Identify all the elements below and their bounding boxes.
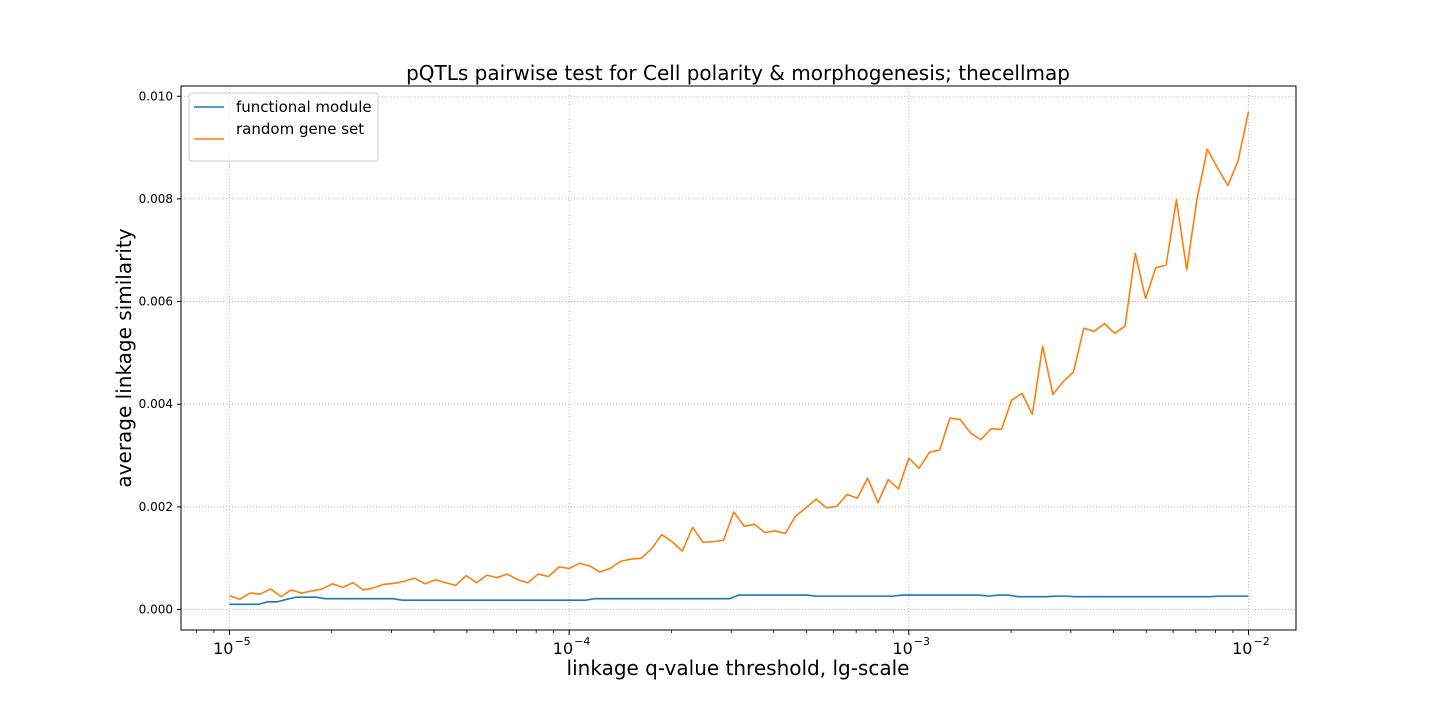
y-tick-label: 0.002 <box>139 500 173 514</box>
legend: functional module random gene set <box>188 92 379 162</box>
plot-frame <box>180 85 1297 631</box>
x-tick-label-base: 10 <box>1232 639 1252 658</box>
x-axis: 10 −5 10 −4 10 −3 10 −2 <box>196 630 1270 658</box>
x-tick-label-exponent: −2 <box>1253 635 1269 648</box>
legend-label-functional-module: functional module <box>236 98 372 116</box>
y-axis: 0.000 0.002 0.004 0.006 0.008 0.010 <box>139 89 181 616</box>
x-axis-label: linkage q-value threshold, lg-scale <box>567 656 910 680</box>
legend-label-random-gene-set: random gene set <box>236 120 364 138</box>
x-tick-label-base: 10 <box>553 639 573 658</box>
y-tick-label: 0.006 <box>139 295 173 309</box>
chart-title: pQTLs pairwise test for Cell polarity & … <box>406 61 1070 85</box>
series-layer <box>229 111 1250 606</box>
y-axis-label: average linkage similarity <box>112 228 136 487</box>
y-tick-label: 0.004 <box>139 397 173 411</box>
y-tick-label: 0.000 <box>139 602 173 616</box>
x-tick-label-exponent: −3 <box>914 635 930 648</box>
x-tick-label-base: 10 <box>892 639 912 658</box>
y-tick-label: 0.008 <box>139 192 173 206</box>
grid <box>181 86 1296 630</box>
plot-background <box>181 86 1296 630</box>
series-line-functional-module <box>229 594 1249 606</box>
x-tick-label-exponent: −5 <box>234 635 250 648</box>
y-tick-label: 0.010 <box>139 89 173 103</box>
legend-box <box>188 92 379 162</box>
x-tick-label-base: 10 <box>213 639 233 658</box>
x-tick-label-exponent: −4 <box>574 635 590 648</box>
series-line-random-gene-set <box>229 111 1250 601</box>
